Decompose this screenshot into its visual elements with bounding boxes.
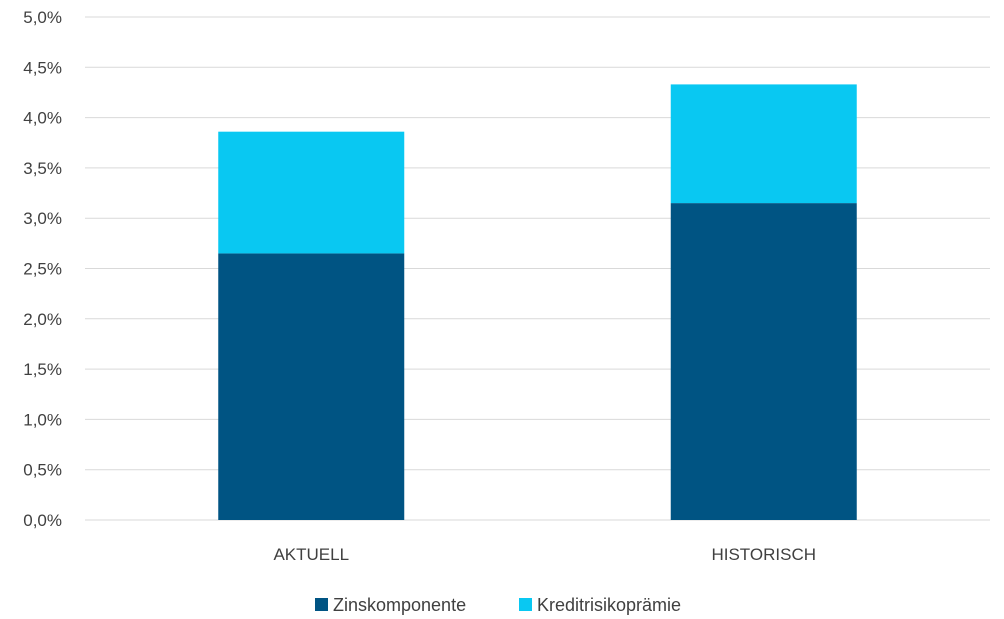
x-axis-category-labels: AKTUELL HISTORISCH <box>273 545 816 564</box>
y-tick-label: 1,5% <box>23 360 62 379</box>
bar-historisch-kreditrisikopraemie <box>670 84 857 204</box>
bar-historisch-zinskomponente <box>670 203 857 521</box>
y-tick-label: 3,0% <box>23 209 62 228</box>
y-tick-label: 2,0% <box>23 310 62 329</box>
x-category-label: AKTUELL <box>273 545 349 564</box>
legend-swatch-zinskomponente <box>315 598 328 611</box>
legend: Zinskomponente Kreditrisikoprämie <box>315 595 681 615</box>
legend-swatch-kreditrisikopraemie <box>519 598 532 611</box>
y-tick-label: 2,5% <box>23 260 62 279</box>
y-tick-label: 3,5% <box>23 159 62 178</box>
bar-aktuell-zinskomponente <box>218 253 405 520</box>
y-tick-label: 4,5% <box>23 58 62 77</box>
y-tick-label: 5,0% <box>23 8 62 27</box>
y-tick-label: 0,5% <box>23 461 62 480</box>
bars <box>218 84 857 521</box>
bar-aktuell-kreditrisikopraemie <box>218 131 405 254</box>
legend-label-kreditrisikopraemie: Kreditrisikoprämie <box>537 595 681 615</box>
y-tick-label: 1,0% <box>23 410 62 429</box>
y-tick-label: 4,0% <box>23 109 62 128</box>
y-axis-tick-labels: 0,0% 0,5% 1,0% 1,5% 2,0% 2,5% 3,0% 3,5% 4,0% 4,5%… <box>23 8 62 530</box>
x-category-label: HISTORISCH <box>711 545 816 564</box>
y-tick-label: 0,0% <box>23 511 62 530</box>
legend-label-zinskomponente: Zinskomponente <box>333 595 466 615</box>
